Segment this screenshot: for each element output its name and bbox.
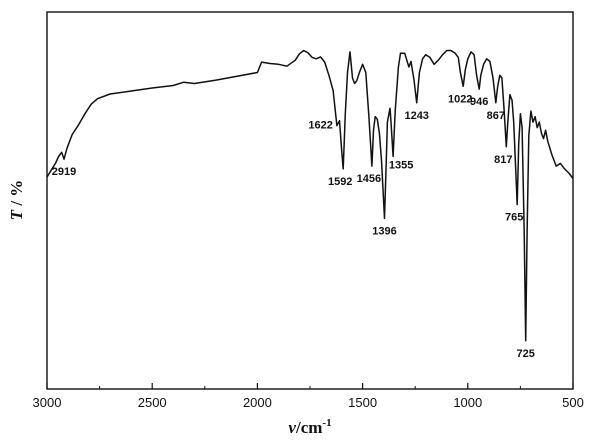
peak-label: 1396 xyxy=(372,225,396,237)
plot-frame xyxy=(46,11,574,390)
peak-label: 725 xyxy=(517,348,535,360)
peak-label: 1243 xyxy=(404,110,428,122)
x-axis-title: v/cm-1 xyxy=(288,417,331,437)
x-tick-label: 500 xyxy=(562,395,584,410)
x-tick-label: 2500 xyxy=(138,395,167,410)
peak-label: 1022 xyxy=(448,93,472,105)
peak-label: 817 xyxy=(494,154,512,166)
peak-label: 867 xyxy=(487,110,505,122)
peak-label: 1355 xyxy=(389,160,413,172)
spectrum-series-line xyxy=(46,49,574,342)
x-axis-ticks xyxy=(46,383,574,389)
x-tick-label: 1500 xyxy=(348,395,377,410)
peak-label: 1622 xyxy=(308,120,332,132)
y-axis-title: T / % xyxy=(7,180,26,221)
peak-label: 1592 xyxy=(328,176,352,188)
x-tick-label: 2000 xyxy=(243,395,272,410)
x-axis-tick-labels: 3000 2500 2000 1500 1000 500 xyxy=(33,395,584,410)
peak-label: 1456 xyxy=(357,173,381,185)
x-tick-label: 3000 xyxy=(33,395,62,410)
peak-label: 946 xyxy=(470,96,488,108)
peak-label: 765 xyxy=(505,212,523,224)
peak-label: 2919 xyxy=(52,166,76,178)
x-tick-label: 1000 xyxy=(453,395,482,410)
